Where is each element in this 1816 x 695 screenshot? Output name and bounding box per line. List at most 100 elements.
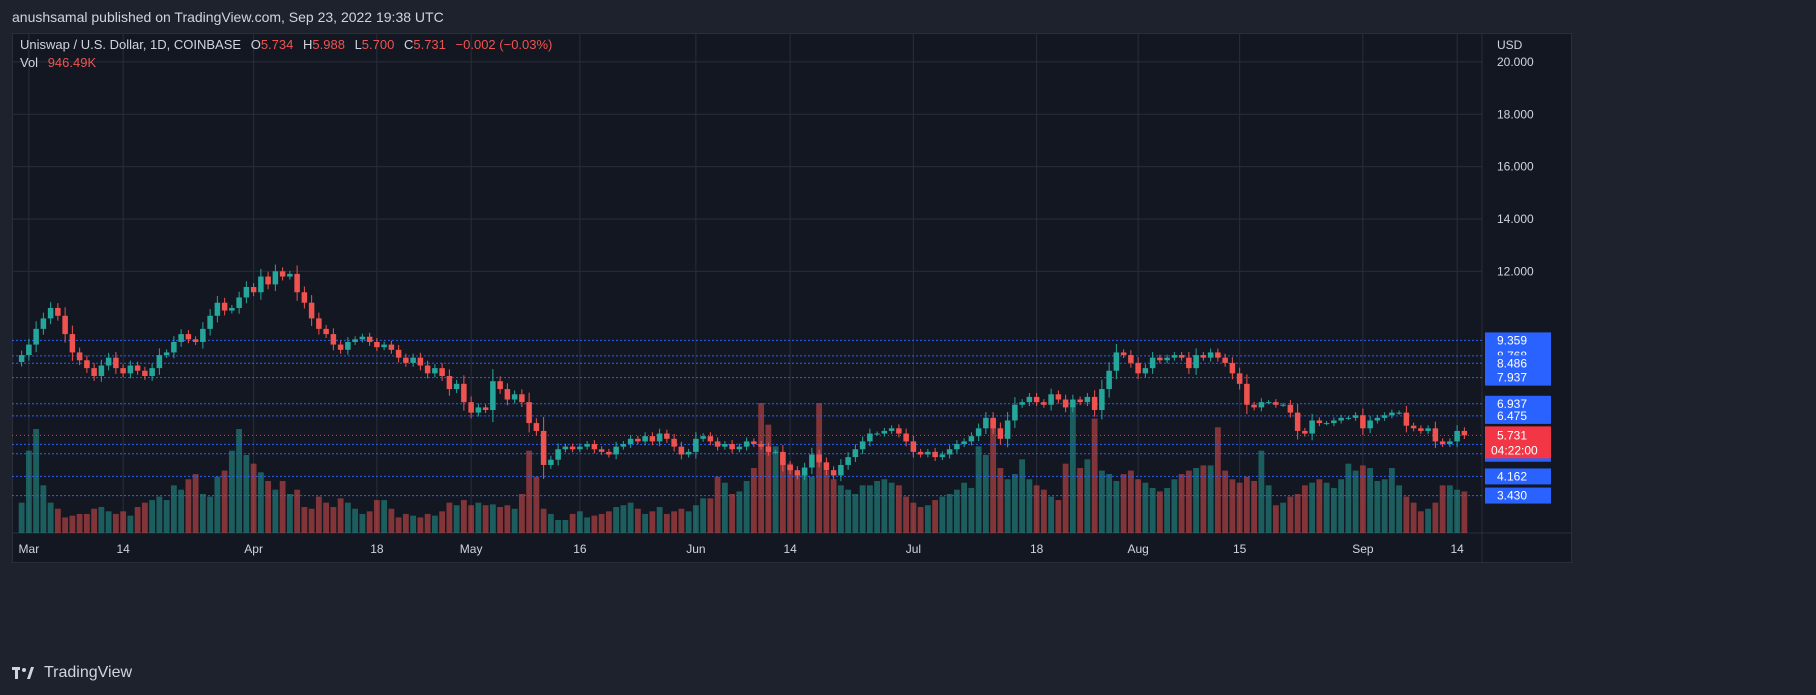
volume-bar: [33, 429, 40, 533]
volume-bar: [199, 494, 206, 533]
footer-brand[interactable]: TradingView: [12, 664, 132, 682]
candle-body: [1120, 352, 1127, 356]
volume-bar: [961, 482, 968, 533]
candle: [598, 446, 605, 455]
candle: [1258, 398, 1265, 412]
candle: [823, 457, 830, 476]
candle: [1084, 392, 1091, 407]
candle: [1381, 412, 1388, 421]
candle: [1331, 417, 1337, 427]
candle: [1294, 404, 1301, 440]
candle-body: [26, 344, 32, 356]
x-tick-label: 15: [1233, 542, 1247, 556]
candle: [664, 429, 670, 443]
volume-bar: [1381, 479, 1388, 533]
candle: [1345, 415, 1352, 420]
candle-body: [272, 271, 279, 285]
price-axis[interactable]: 20.00018.00016.00014.00012.0009.3598.768…: [1485, 55, 1551, 504]
candle-body: [584, 444, 590, 447]
candle-body: [1171, 355, 1178, 358]
candle-body: [743, 441, 750, 447]
candle-body: [925, 451, 931, 455]
volume-bar: [453, 505, 460, 533]
volume-bar: [337, 498, 344, 533]
volume-bar: [381, 500, 388, 533]
candle-body: [388, 344, 395, 350]
candle-body: [127, 365, 134, 374]
candle-body: [1026, 396, 1033, 403]
candle: [1070, 394, 1076, 413]
candle: [591, 440, 598, 454]
last-price-label-bg: [1485, 426, 1551, 459]
candle: [265, 271, 271, 290]
volume-bar: [634, 508, 641, 533]
candle-body: [1142, 368, 1149, 374]
volume-bar: [627, 502, 634, 533]
candle-body: [214, 302, 221, 316]
volume-bar: [547, 513, 554, 533]
volume-bar: [76, 513, 83, 533]
candle-body: [1287, 404, 1294, 413]
time-axis[interactable]: Mar 14 Apr 18 May 16 Jun 14 Jul 18 Aug 15 Sep 14: [19, 542, 1465, 556]
candle-body: [1055, 394, 1062, 400]
candle: [635, 435, 641, 445]
volume-bar: [714, 476, 721, 533]
candle: [946, 445, 953, 459]
candle-body: [171, 341, 177, 353]
candle: [714, 437, 721, 451]
candle: [1425, 425, 1431, 434]
volume-bar: [185, 479, 192, 533]
candle-body: [1091, 396, 1098, 410]
candle: [1338, 414, 1344, 424]
volume-bar: [1120, 474, 1127, 533]
candle: [1251, 401, 1257, 411]
candle-body: [468, 402, 474, 413]
candle: [374, 338, 380, 352]
candle: [316, 312, 322, 335]
candle: [642, 432, 648, 446]
volume-bar: [1410, 502, 1417, 533]
candle: [229, 304, 235, 314]
level-label-bg: [1485, 468, 1551, 485]
volume-bar: [1149, 487, 1156, 533]
legend-open: 5.734: [261, 37, 294, 52]
volume-bar: [895, 485, 902, 533]
candle-body: [1280, 404, 1286, 406]
candle-body: [1447, 441, 1453, 445]
volume-bar: [1207, 465, 1214, 533]
volume-bar: [1185, 470, 1192, 533]
candle-body: [287, 273, 293, 277]
candle-body: [345, 341, 351, 350]
candle-body: [1215, 352, 1221, 358]
candle-body: [975, 428, 982, 437]
volume-bar: [808, 476, 815, 533]
candle-body: [69, 334, 76, 353]
candle: [352, 336, 358, 345]
x-tick-label: Aug: [1127, 542, 1148, 556]
candle: [47, 302, 54, 325]
volume-bar: [257, 472, 264, 533]
svg-text:Vol 946.49K: Vol 946.49K: [20, 55, 96, 70]
candle-body: [794, 470, 801, 476]
candle: [867, 428, 873, 447]
chart-container[interactable]: 20.00018.00016.00014.00012.0009.3598.768…: [12, 33, 1802, 653]
candle-body: [714, 441, 721, 447]
candle-body: [968, 436, 975, 442]
candle: [105, 352, 112, 371]
candle-body: [1418, 428, 1424, 431]
volume-bar: [1222, 470, 1229, 533]
candle: [1403, 405, 1410, 433]
candle: [751, 438, 757, 448]
volume-bar: [758, 403, 765, 533]
candle-body: [1244, 383, 1250, 405]
candle-body: [555, 449, 561, 460]
candle-body: [1265, 402, 1272, 404]
candle-body: [185, 334, 192, 340]
candle-body: [722, 444, 728, 447]
candle-body: [1396, 412, 1402, 414]
legend-change: −0.002 (−0.03%): [456, 37, 553, 52]
candle: [236, 291, 242, 314]
volume-bar: [149, 500, 156, 533]
candle-body: [511, 394, 518, 400]
candlestick-chart[interactable]: 20.00018.00016.00014.00012.0009.3598.768…: [12, 33, 1802, 653]
